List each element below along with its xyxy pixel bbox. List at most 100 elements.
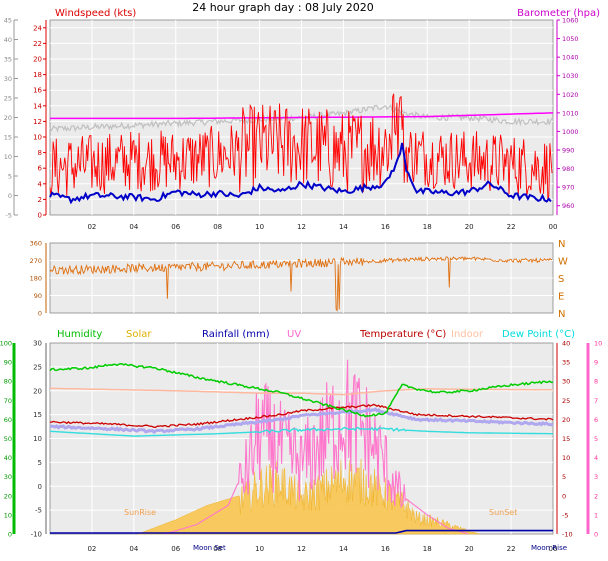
outer-tick-label: 35 (4, 56, 12, 64)
wind-tick-label: 2 (38, 196, 42, 204)
temp-x-tick-label: 14 (339, 545, 348, 553)
uv-tick-label: 7 (594, 397, 598, 405)
baro-tick-label: 1010 (562, 109, 579, 117)
barometer-axis-title: Barometer (hpa) (517, 8, 600, 19)
wind-x-tick-label: 02 (87, 223, 96, 231)
outer-tick-label: 15 (4, 134, 12, 142)
outer-tick-label: 5 (8, 173, 12, 181)
temp-right-tick-label: -10 (562, 531, 573, 539)
humidity-tick-label: 40 (4, 454, 12, 462)
wind-tick-label: 12 (33, 118, 42, 126)
humidity-tick-label: 0 (8, 531, 12, 539)
legend-item-uv: UV (287, 329, 301, 340)
temp-left-tick-label: -10 (31, 531, 42, 539)
wind-average-line (49, 142, 552, 205)
temp-left-tick-label: 0 (38, 483, 42, 491)
temp-right-tick-label: -5 (562, 511, 568, 519)
wind-tick-label: 4 (38, 180, 43, 188)
solar-area (137, 459, 480, 535)
uv-tick-label: 10 (594, 340, 602, 348)
wind-x-tick-label: 16 (381, 223, 390, 231)
windspeed-line (49, 93, 553, 200)
temperature-line (49, 403, 554, 428)
baro-tick-label: 970 (562, 184, 574, 192)
sunset-label: SunSet (489, 508, 517, 517)
temp-x-tick-label: 16 (381, 545, 390, 553)
baro-tick-label: 1020 (562, 91, 579, 99)
uv-tick-label: 2 (594, 492, 598, 500)
temp-right-tick-label: 20 (562, 416, 570, 424)
temp-right-tick-label: 5 (562, 473, 566, 481)
wind-tick-label: 14 (33, 102, 42, 110)
uv-tick-label: 3 (594, 473, 598, 481)
wind-tick-label: 24 (33, 24, 42, 32)
legend-item-dew-point-c: Dew Point (°C) (502, 329, 575, 340)
temp-x-tick-label: 10 (255, 545, 264, 553)
wind-direction-line (49, 255, 552, 312)
compass-label: N (558, 309, 565, 320)
temp-right-tick-label: 35 (562, 359, 570, 367)
humidity-tick-label: 70 (4, 397, 12, 405)
temp-right-tick-label: 25 (562, 397, 570, 405)
humidity-tick-label: 10 (4, 511, 12, 519)
humidity-tick-label: 60 (4, 416, 12, 424)
temp-right-tick-label: 30 (562, 378, 570, 386)
compass-label: N (558, 239, 565, 250)
temp-left-tick-label: 20 (33, 387, 42, 395)
outer-tick-label: 45 (4, 17, 12, 25)
temp-x-tick-label: 12 (297, 545, 306, 553)
uv-tick-label: 6 (594, 416, 598, 424)
temp-right-tick-label: 0 (562, 492, 566, 500)
sunrise-label: SunRise (124, 508, 156, 517)
outer-tick-label: -5 (6, 212, 12, 220)
humidity-tick-label: 90 (4, 359, 12, 367)
moon-set-label: Moon Set (193, 544, 226, 552)
wind-x-tick-label: 10 (255, 223, 264, 231)
outer-tick-label: 25 (4, 95, 12, 103)
wind-tick-label: 22 (33, 40, 42, 48)
temp-x-tick-label: 08 (213, 545, 222, 553)
wind-x-tick-label: 20 (465, 223, 474, 231)
moon-rise-label: Moon Rise (531, 544, 567, 552)
temp-right-tick-label: 10 (562, 454, 570, 462)
windspeed-axis-title: Windspeed (kts) (55, 8, 136, 19)
legend-item-solar: Solar (126, 329, 152, 340)
humidity-tick-label: 100 (0, 340, 12, 348)
wind-tick-label: 16 (33, 87, 42, 95)
outer-tick-label: 40 (4, 36, 12, 44)
wind-tick-label: 0 (38, 212, 42, 220)
humidity-tick-label: 80 (4, 378, 12, 386)
direction-tick-label: 90 (34, 292, 42, 300)
wind-x-tick-label: 04 (129, 223, 138, 231)
humidity-tick-label: 30 (4, 473, 12, 481)
wind-x-tick-label: 00 (549, 223, 558, 231)
temp-x-tick-label: 04 (129, 545, 138, 553)
wind-x-tick-label: 22 (507, 223, 516, 231)
temp-x-tick-label: 22 (507, 545, 516, 553)
wind-tick-label: 20 (33, 56, 42, 64)
temp-left-tick-label: 10 (33, 435, 42, 443)
temp-left-tick-label: 5 (38, 459, 42, 467)
temp-x-tick-label: 20 (465, 545, 474, 553)
temp-left-tick-label: 15 (33, 411, 42, 419)
humidity-tick-label: 50 (4, 435, 12, 443)
baro-tick-label: 1040 (562, 54, 579, 62)
temp-right-tick-label: 40 (562, 340, 570, 348)
temp-left-tick-label: 25 (33, 363, 42, 371)
compass-label: E (558, 292, 564, 303)
legend-item-humidity: Humidity (57, 329, 102, 340)
humidity-line (49, 363, 554, 418)
wind-x-tick-label: 08 (213, 223, 222, 231)
baro-tick-label: 1050 (562, 35, 579, 43)
uv-tick-label: 5 (594, 435, 598, 443)
dew-point-line (49, 426, 553, 437)
direction-tick-label: 180 (30, 275, 42, 283)
temp-right-tick-label: 15 (562, 435, 570, 443)
legend-item-indoor: Indoor (451, 329, 484, 340)
uv-line (165, 359, 469, 535)
uv-tick-label: 4 (594, 454, 598, 462)
temp-x-tick-label: 18 (423, 545, 432, 553)
wind-tick-label: 18 (33, 71, 42, 79)
